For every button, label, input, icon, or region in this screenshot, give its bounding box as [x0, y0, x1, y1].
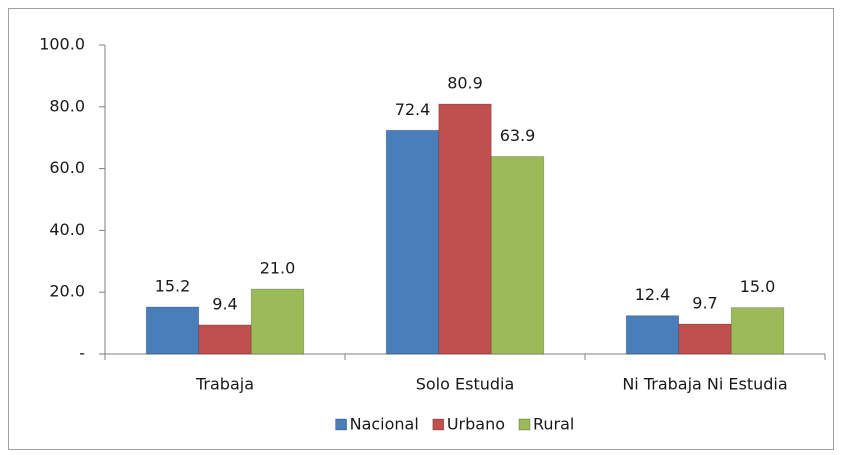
data-label: 15.0: [740, 277, 776, 296]
y-tick-label: -: [79, 344, 85, 363]
bar: [678, 323, 732, 355]
bar: [490, 156, 545, 355]
bar: [625, 315, 680, 355]
data-label: 12.4: [635, 285, 671, 304]
bar: [250, 288, 305, 355]
data-label: 9.4: [212, 294, 237, 313]
bar: [730, 307, 785, 355]
legend-label: Urbano: [447, 415, 505, 434]
bar: [385, 129, 440, 355]
y-tick-label: 80.0: [49, 96, 85, 115]
legend-swatch: [432, 418, 445, 431]
legend-swatch: [335, 418, 348, 431]
x-tick-label: Trabaja: [195, 375, 254, 394]
y-tick-label: 40.0: [49, 220, 85, 239]
x-tick-label: Ni Trabaja Ni Estudia: [622, 375, 787, 394]
data-label: 21.0: [260, 259, 296, 278]
bar: [438, 103, 492, 355]
bar: [198, 324, 252, 355]
data-label: 72.4: [395, 100, 431, 119]
y-tick-label: 100.0: [39, 35, 85, 54]
y-tick-label: 60.0: [49, 158, 85, 177]
y-tick-label: 20.0: [49, 282, 85, 301]
data-label: 15.2: [155, 277, 191, 296]
legend-swatch: [518, 418, 531, 431]
x-tick-label: Solo Estudia: [416, 375, 515, 394]
data-label: 80.9: [447, 74, 483, 93]
legend-label: Rural: [533, 415, 574, 434]
data-label: 9.7: [692, 294, 717, 313]
data-label: 63.9: [500, 126, 536, 145]
legend-label: Nacional: [350, 415, 419, 434]
bar: [145, 306, 200, 355]
